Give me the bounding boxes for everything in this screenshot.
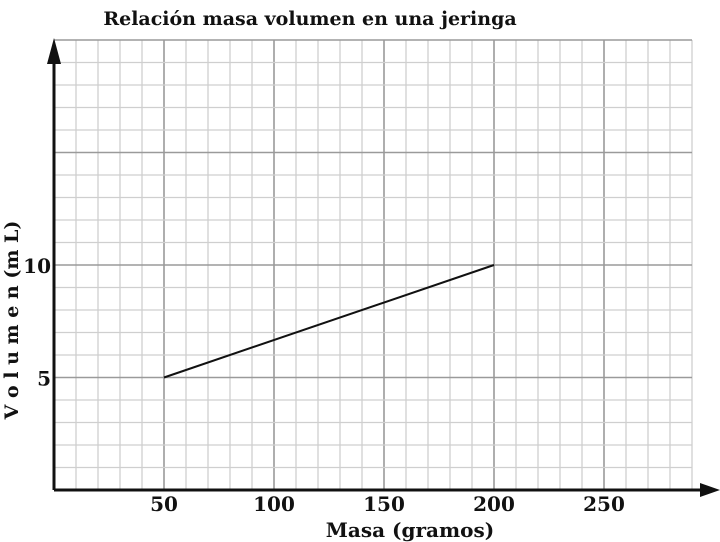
- x-tick-label: 250: [583, 492, 625, 516]
- x-axis-arrow-icon: [700, 483, 720, 497]
- y-tick-label: 10: [23, 254, 51, 278]
- chart-title: Relación masa volumen en una jeringa: [103, 8, 516, 30]
- axes: [47, 38, 720, 497]
- x-axis-label: Masa (gramos): [326, 518, 494, 542]
- y-axis-arrow-icon: [47, 38, 61, 64]
- tick-labels: 50 100 150 200 250 5 10: [23, 254, 625, 516]
- grid: [54, 39, 693, 490]
- series-line: [163, 264, 495, 379]
- y-axis-label: V o l u m e n (m L): [1, 221, 23, 421]
- y-tick-label: 5: [37, 367, 51, 391]
- x-tick-label: 150: [363, 492, 405, 516]
- x-tick-label: 50: [150, 492, 178, 516]
- x-tick-label: 100: [253, 492, 295, 516]
- series: [163, 264, 495, 379]
- x-tick-label: 200: [473, 492, 515, 516]
